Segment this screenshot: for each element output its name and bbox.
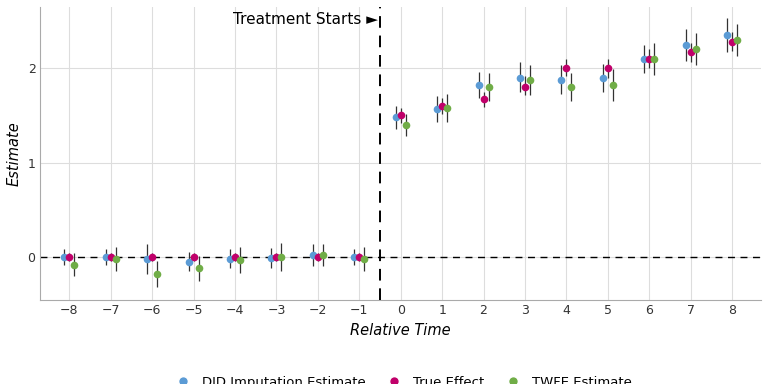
X-axis label: Relative Time: Relative Time (350, 323, 451, 338)
Y-axis label: Estimate: Estimate (7, 121, 22, 185)
Legend: DID Imputation Estimate, True Effect, TWFE Estimate: DID Imputation Estimate, True Effect, TW… (164, 371, 637, 384)
Text: Treatment Starts ►: Treatment Starts ► (233, 12, 378, 26)
